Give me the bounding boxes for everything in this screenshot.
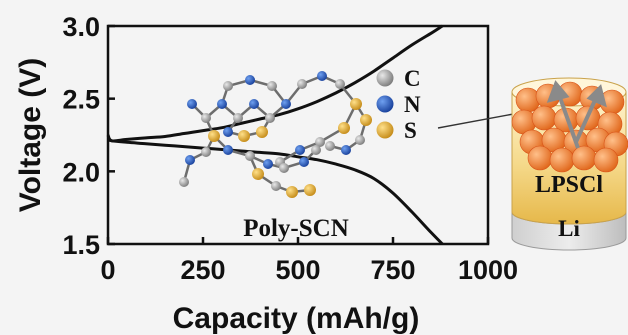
carbon-atom xyxy=(325,141,335,151)
nitrogen-atom xyxy=(281,99,291,109)
y-tick-label: 2.0 xyxy=(62,157,100,187)
nitrogen-atom xyxy=(223,127,233,137)
y-axis-ticks xyxy=(108,24,115,246)
legend-label: N xyxy=(404,92,421,117)
x-axis-tick-labels: 0 250 500 750 1000 xyxy=(100,255,518,285)
x-tick-label: 1000 xyxy=(458,255,518,285)
nitrogen-atom xyxy=(341,145,351,155)
carbon-atom xyxy=(279,163,289,173)
sulfur-atom xyxy=(304,184,316,196)
sulfur-atom xyxy=(256,126,268,138)
sulfur-atom xyxy=(360,114,372,126)
sulfur-atom xyxy=(286,186,298,198)
sulfur-atom xyxy=(252,168,264,180)
electrolyte-particle xyxy=(527,145,553,171)
electrolyte-particle xyxy=(593,147,619,173)
electrolyte-label: LPSCl xyxy=(535,172,603,198)
carbon-atom xyxy=(335,79,345,89)
carbon-atom xyxy=(271,181,281,191)
y-tick-label: 1.5 xyxy=(62,230,100,260)
nitrogen-atom xyxy=(317,71,327,81)
legend-swatch-c xyxy=(376,69,394,87)
series-layer xyxy=(106,24,444,246)
nitrogen-atom xyxy=(299,157,309,167)
y-axis-label: Voltage (V) xyxy=(14,58,47,212)
y-tick-label: 2.5 xyxy=(62,85,100,115)
x-axis-ticks xyxy=(106,237,490,244)
carbon-atom xyxy=(311,145,321,155)
atom-legend: CNS xyxy=(376,66,421,143)
carbon-atom xyxy=(355,135,365,145)
carbon-atom xyxy=(201,113,211,123)
carbon-atom xyxy=(315,137,325,147)
nitrogen-atom xyxy=(217,99,227,109)
anode-label: Li xyxy=(558,216,580,241)
poly-scn-molecule-illustration xyxy=(179,71,372,198)
carbon-atom xyxy=(223,81,233,91)
nitrogen-atom xyxy=(185,155,195,165)
carbon-atom xyxy=(179,177,189,187)
nitrogen-atom xyxy=(295,145,305,155)
carbon-atom xyxy=(265,113,275,123)
sulfur-atom xyxy=(208,130,220,142)
electrolyte-particle xyxy=(549,147,575,173)
legend-label: S xyxy=(404,118,417,143)
y-tick-label: 3.0 xyxy=(62,12,100,42)
legend-swatch-n xyxy=(376,95,394,113)
battery-cell-illustration: LPSCl Li xyxy=(511,77,628,251)
poly-scn-annotation: Poly-SCN xyxy=(243,215,349,242)
x-tick-label: 750 xyxy=(370,255,415,285)
x-tick-label: 250 xyxy=(180,255,225,285)
nitrogen-atom xyxy=(245,75,255,85)
carbon-atom xyxy=(233,113,243,123)
x-tick-label: 500 xyxy=(275,255,320,285)
sulfur-atom xyxy=(238,130,250,142)
legend-swatch-s xyxy=(376,121,394,139)
carbon-atom xyxy=(267,81,277,91)
nitrogen-atom xyxy=(263,159,273,169)
x-axis-label: Capacity (mAh/g) xyxy=(173,302,420,335)
x-tick-label: 0 xyxy=(100,255,115,285)
nitrogen-atom xyxy=(187,99,197,109)
nitrogen-atom xyxy=(223,145,233,155)
carbon-atom xyxy=(245,151,255,161)
electrolyte-particle xyxy=(531,105,557,131)
legend-label: C xyxy=(404,66,421,91)
ion-transport-arrows xyxy=(546,80,607,149)
discharge-curve xyxy=(107,137,444,246)
sulfur-atom xyxy=(350,98,362,110)
electrolyte-particle xyxy=(571,145,597,171)
nitrogen-atom xyxy=(249,99,259,109)
carbon-atom xyxy=(297,79,307,89)
y-axis-tick-labels: 1.5 2.0 2.5 3.0 xyxy=(62,12,100,260)
sulfur-atom xyxy=(338,122,350,134)
carbon-atom xyxy=(201,147,211,157)
